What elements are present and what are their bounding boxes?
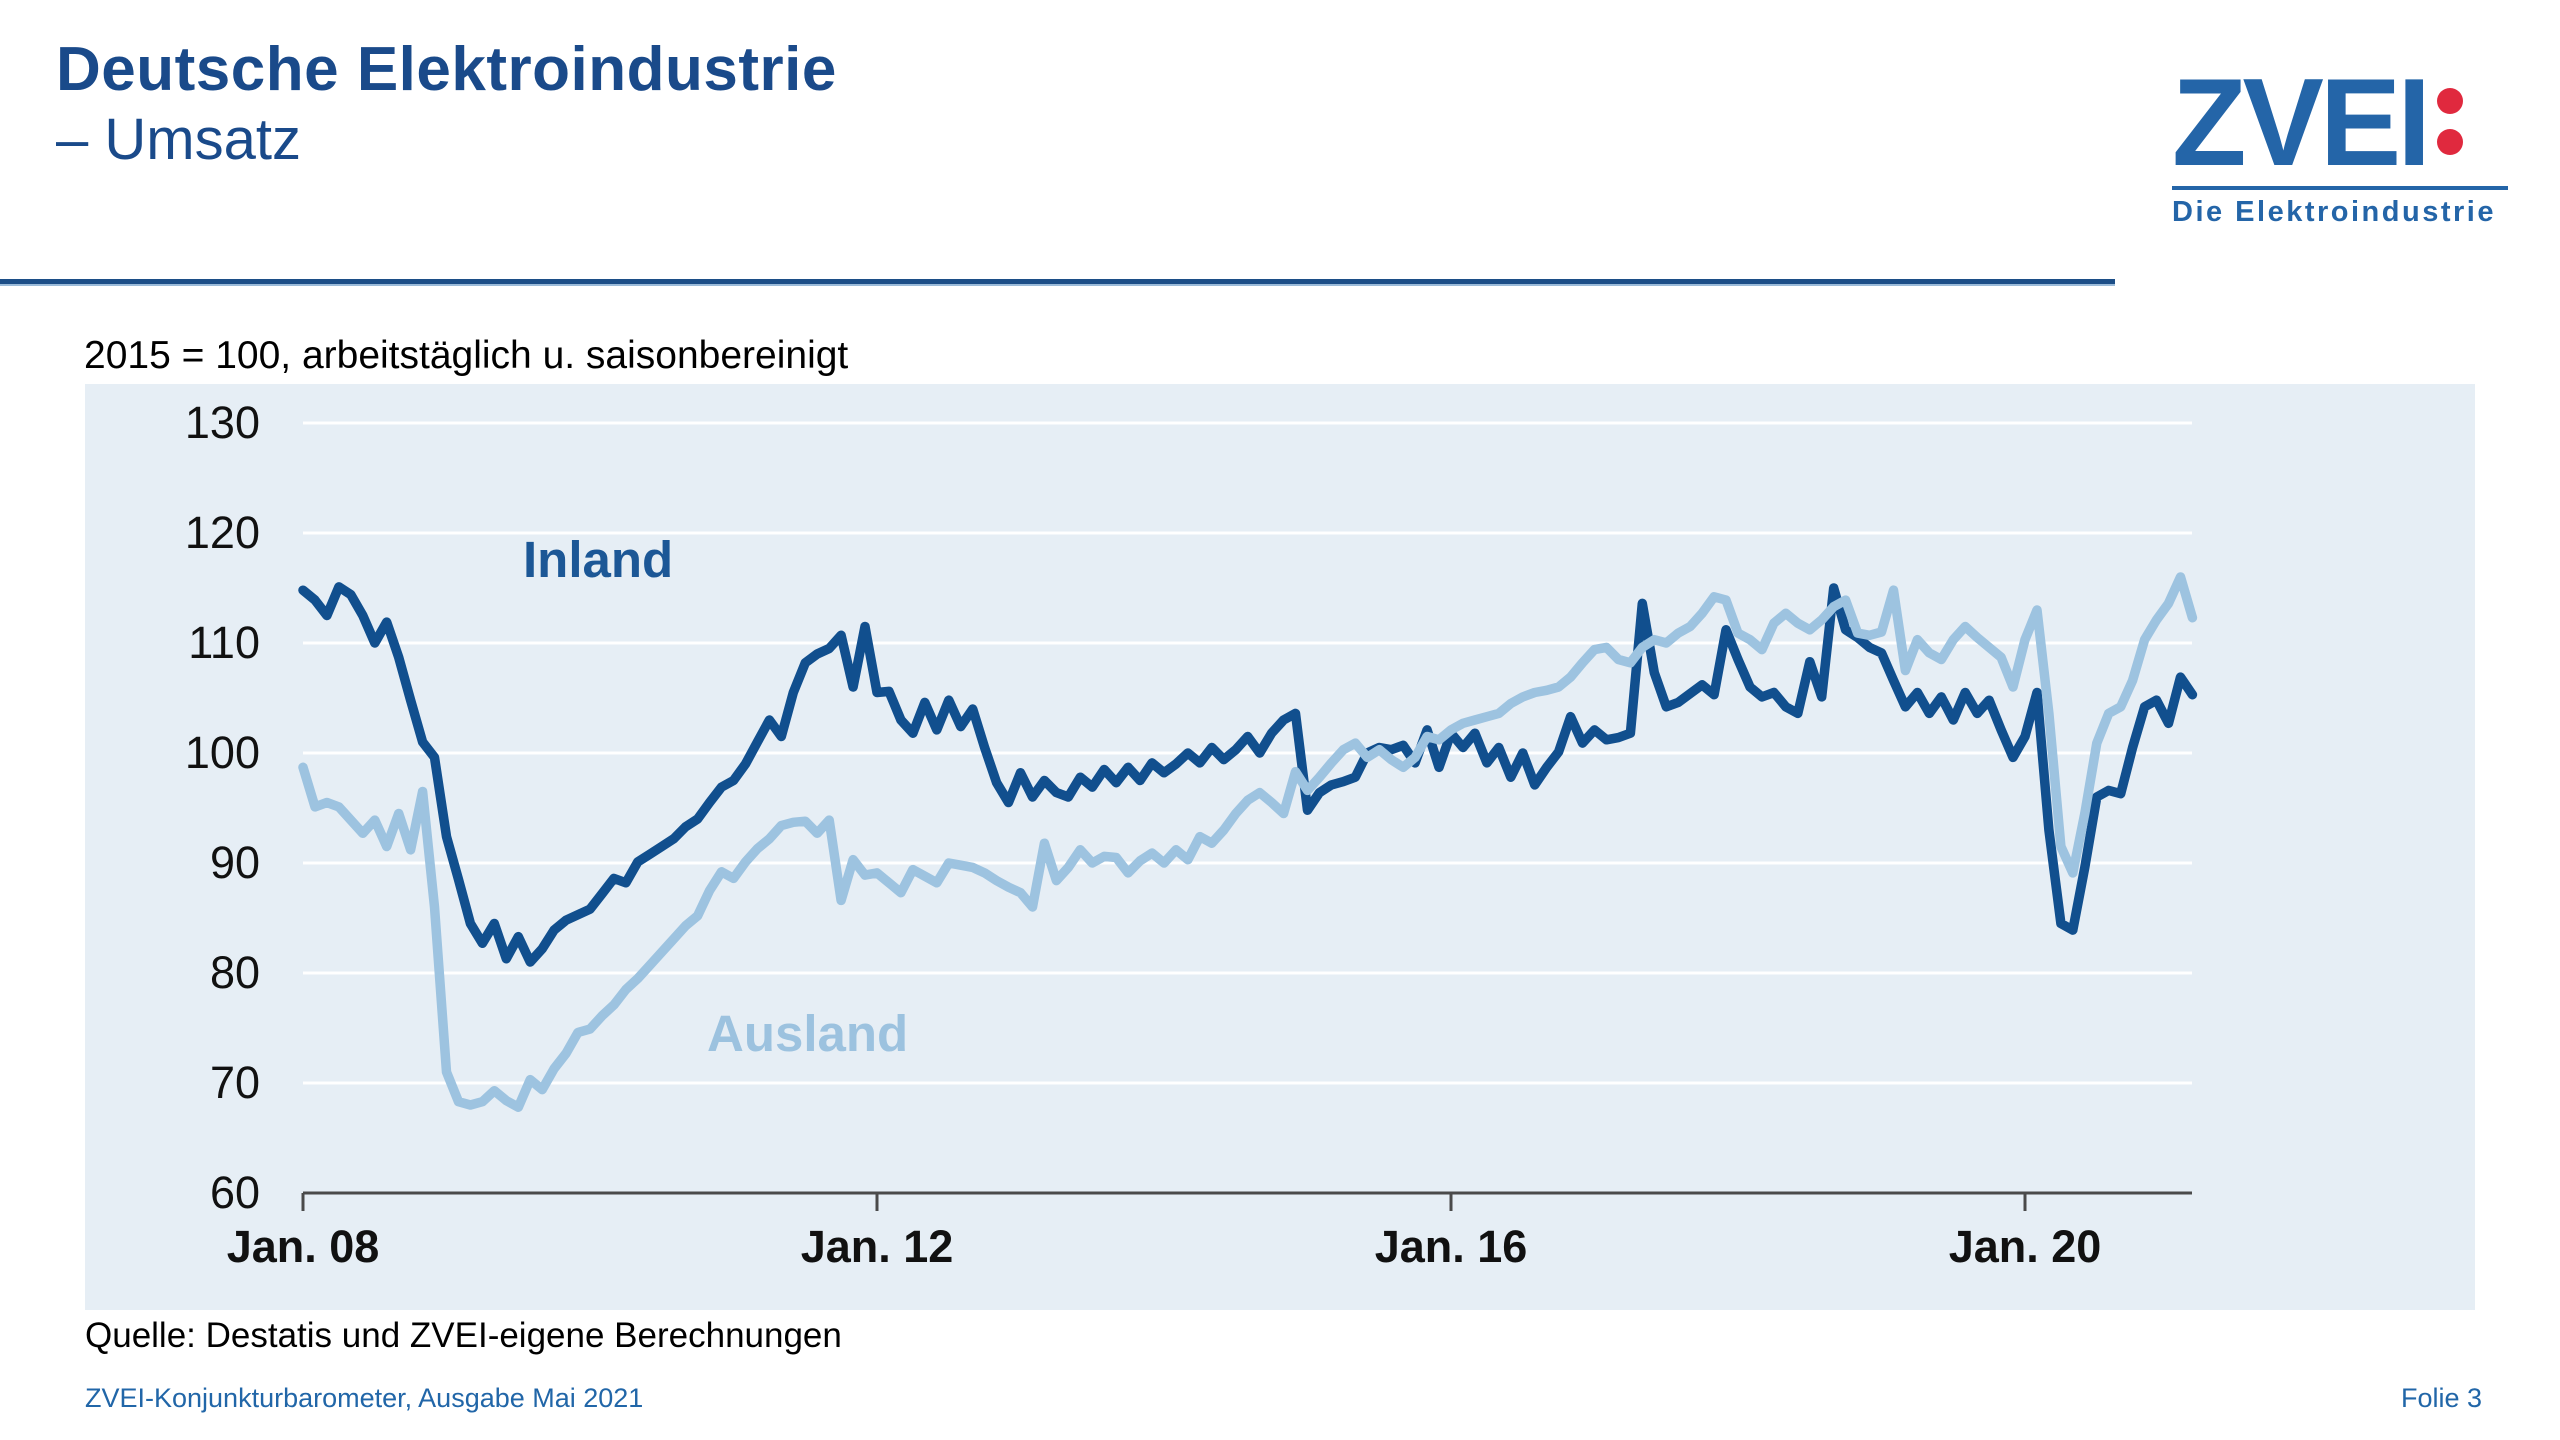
x-axis-label-Jan-20: Jan. 20 <box>1948 1221 2102 1272</box>
chart-subtitle: 2015 = 100, arbeitstäglich u. saisonbere… <box>84 334 849 377</box>
x-axis-label-Jan-08: Jan. 08 <box>226 1221 380 1272</box>
chart-area: Inland Ausland 130 120 110 100 90 80 70 60 Jan. … <box>85 384 2475 1310</box>
series-label-inland: Inland <box>523 531 674 588</box>
y-axis-label-130: 130 <box>184 397 260 448</box>
footer-page-number: Folie 3 <box>2400 1383 2482 1413</box>
title-divider-shadow <box>0 284 2115 286</box>
y-axis-label-120: 120 <box>184 507 260 558</box>
y-axis-label-110: 110 <box>188 617 260 668</box>
page-title: Deutsche Elektroindustrie <box>56 35 837 104</box>
page-title-line2: – Umsatz <box>56 107 301 172</box>
series-line-inland <box>298 582 2198 967</box>
y-axis-label-80: 80 <box>209 947 260 998</box>
source-note: Quelle: Destatis und ZVEI-eigene Berechn… <box>85 1316 842 1355</box>
zvei-wordmark-row: ZVEI <box>2172 52 2512 192</box>
title-divider <box>0 279 2115 284</box>
y-axis-label-70: 70 <box>209 1057 260 1108</box>
colon-dot-top <box>2437 88 2464 114</box>
y-axis-label-90: 90 <box>209 837 260 888</box>
series-line-ausland <box>298 572 2198 1112</box>
colon-dot-bottom <box>2437 129 2464 155</box>
y-axis-label-100: 100 <box>184 727 260 778</box>
y-axis-label-60: 60 <box>209 1167 260 1218</box>
footer-publication: ZVEI-Konjunkturbarometer, Ausgabe Mai 20… <box>85 1383 644 1413</box>
zvei-logo: ZVEI Die Elektroindustrie <box>2172 52 2512 229</box>
series-label-ausland: Ausland <box>707 1005 909 1062</box>
zvei-colon-icon <box>2437 88 2464 155</box>
line-chart <box>298 421 2198 1211</box>
x-axis-label-Jan-16: Jan. 16 <box>1374 1221 1528 1272</box>
logo-underline <box>2172 186 2508 190</box>
zvei-wordmark: ZVEI <box>2172 52 2431 192</box>
logo-tagline: Die Elektroindustrie <box>2172 196 2496 228</box>
x-axis-label-Jan-12: Jan. 12 <box>800 1221 954 1272</box>
